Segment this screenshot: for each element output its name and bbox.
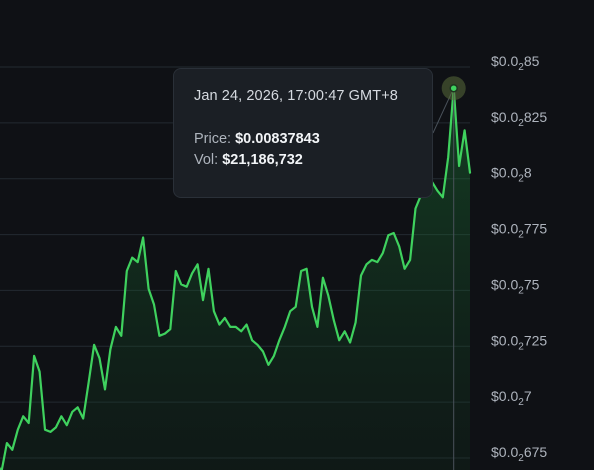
tooltip-price-row: Price: $0.00837843 [194,131,412,147]
y-tick-label: $0.02775 [491,221,547,241]
y-tick-label: $0.0285 [491,53,540,73]
tooltip-volume-value: $21,186,732 [222,152,303,168]
tooltip-date: Jan 24, 2026, 17:00:47 GMT+8 [194,88,398,104]
tooltip-volume-row: Vol: $21,186,732 [194,152,412,168]
y-tick-label: $0.027 [491,388,532,408]
y-tick-label: $0.02725 [491,332,547,352]
y-tick-label: $0.028 [491,165,532,185]
y-tick-label: $0.02825 [491,109,547,129]
price-line [0,86,472,470]
y-tick-label: $0.02675 [491,444,547,464]
hover-point [449,83,458,93]
y-tick-label: $0.0275 [491,276,540,296]
y-axis: $0.0285 $0.02825 $0.028 $0.02775 $0.0275 $0.0… [491,53,547,464]
tooltip-price-value: $0.00837843 [235,131,320,147]
price-tooltip: Jan 24, 2026, 17:00:47 GMT+8 Price: $0.0… [173,68,433,198]
price-series [0,86,472,470]
tooltip-volume-label: Vol: [194,152,219,168]
price-area-fill [0,87,470,470]
hover-marker [432,76,466,470]
tooltip-price-label: Price: [194,131,232,147]
